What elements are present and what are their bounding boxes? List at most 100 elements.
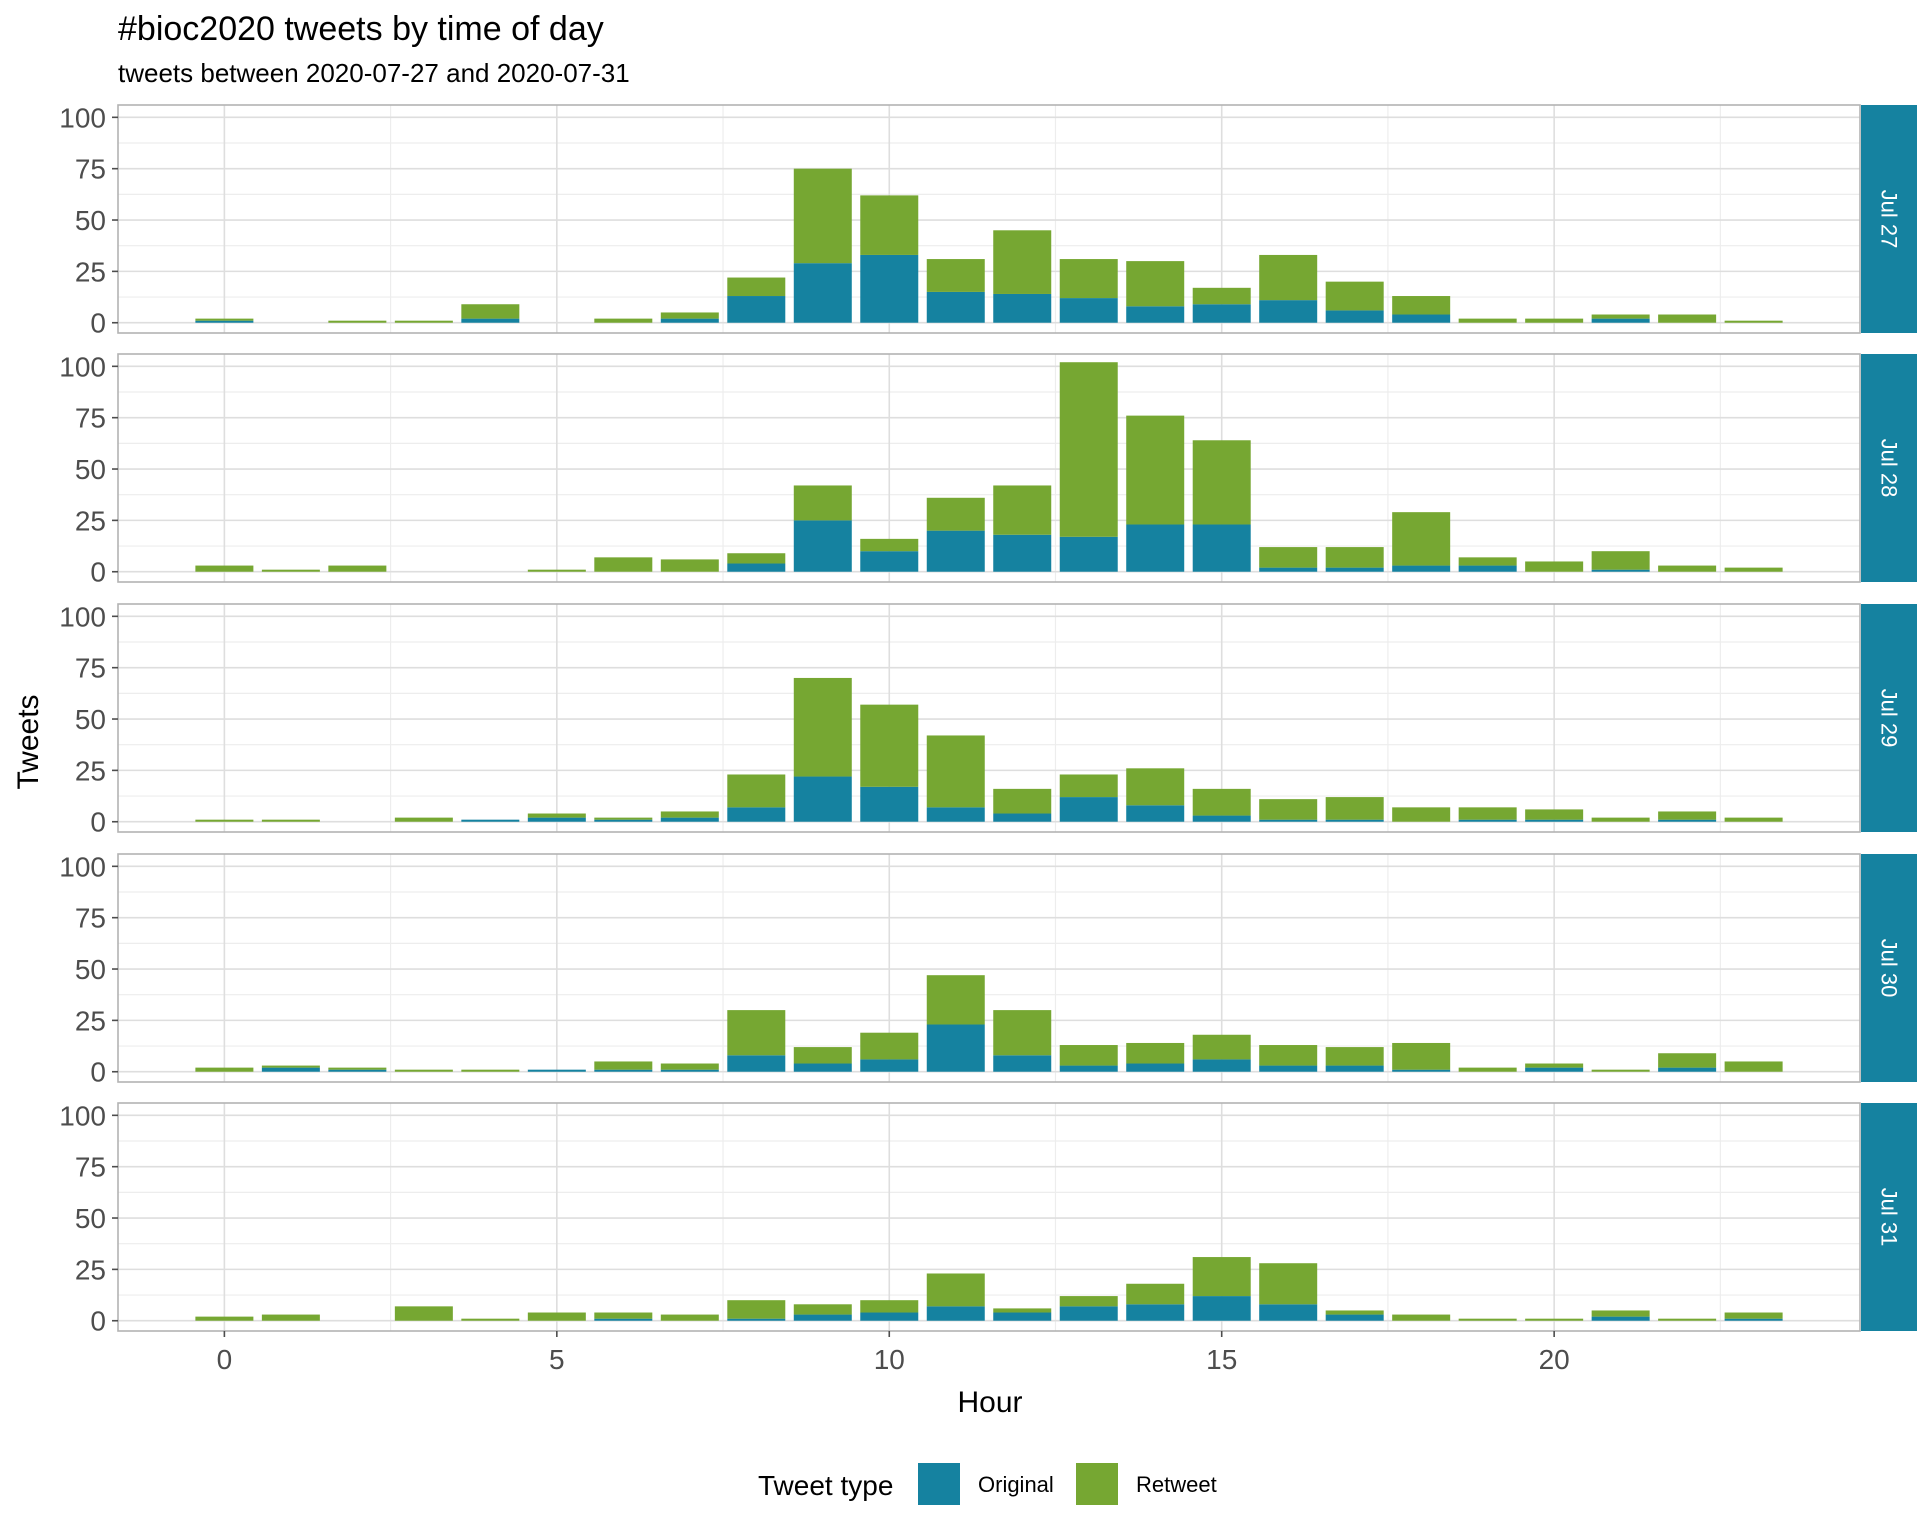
- bar-retweet: [1458, 1318, 1517, 1321]
- bar-retweet: [195, 565, 254, 572]
- panel-background: [118, 1103, 1860, 1331]
- bar-retweet: [1325, 547, 1384, 568]
- y-tick-label: 75: [75, 1152, 106, 1183]
- bar-retweet: [1458, 318, 1517, 323]
- legend-key: [918, 1463, 960, 1505]
- bar-retweet: [1192, 1034, 1251, 1060]
- bar-retweet: [993, 788, 1052, 814]
- bar-original: [1458, 819, 1517, 822]
- bar-original: [793, 776, 852, 822]
- chart-title: #bioc2020 tweets by time of day: [118, 10, 604, 48]
- bar-retweet: [1192, 788, 1251, 816]
- bar-retweet: [1059, 259, 1118, 299]
- bar-retweet: [727, 1300, 786, 1319]
- bar-retweet: [860, 1032, 919, 1060]
- x-tick-label: 20: [1539, 1344, 1570, 1375]
- bar-original: [1126, 805, 1185, 822]
- y-tick-label: 25: [75, 755, 106, 786]
- bar-original: [1325, 310, 1384, 323]
- y-tick-label: 25: [75, 1005, 106, 1036]
- y-tick-label: 75: [75, 903, 106, 934]
- bar-retweet: [394, 817, 453, 822]
- bar-original: [1059, 797, 1118, 822]
- bar-retweet: [660, 312, 719, 319]
- bar-retweet: [527, 813, 586, 818]
- bar-retweet: [1458, 557, 1517, 566]
- facet-panels: 0 25 50 75 100 Jul 27 0 25 50 75 100 Jul 28 0 25 50 75 1…: [59, 102, 1917, 1337]
- bar-retweet: [660, 1063, 719, 1070]
- y-tick-label: 0: [90, 1057, 106, 1088]
- bar-retweet: [1724, 1312, 1783, 1319]
- legend-items: Original Retweet: [918, 1463, 1217, 1505]
- y-tick-label: 0: [90, 308, 106, 339]
- bar-retweet: [1458, 807, 1517, 820]
- panel-background: [118, 354, 1860, 582]
- bar-original: [860, 1312, 919, 1321]
- bar-retweet: [727, 774, 786, 808]
- y-tick-label: 0: [90, 807, 106, 838]
- facet-panel: 0 25 50 75 100 Jul 31: [59, 1100, 1917, 1337]
- bar-retweet: [1591, 1310, 1650, 1317]
- bar-original: [195, 320, 254, 323]
- bar-retweet: [1259, 1045, 1318, 1066]
- facet-panel: 0 25 50 75 100 Jul 29: [59, 601, 1917, 838]
- y-tick-label: 100: [59, 102, 106, 133]
- bar-retweet: [793, 168, 852, 264]
- bar-retweet: [394, 320, 453, 323]
- bar-retweet: [594, 557, 653, 572]
- bar-retweet: [1059, 362, 1118, 537]
- bar-retweet: [793, 1047, 852, 1064]
- bar-retweet: [926, 497, 985, 531]
- bar-retweet: [926, 735, 985, 808]
- legend-key: [1076, 1463, 1118, 1505]
- bar-retweet: [1591, 314, 1650, 319]
- bar-original: [1259, 567, 1318, 572]
- bar-retweet: [1525, 1318, 1584, 1321]
- bar-retweet: [1059, 1296, 1118, 1307]
- y-tick-label: 25: [75, 256, 106, 287]
- bar-original: [660, 318, 719, 323]
- bar-retweet: [527, 569, 586, 572]
- bar-original: [527, 817, 586, 822]
- bar-original: [793, 263, 852, 323]
- bar-original: [926, 1024, 985, 1072]
- facet-strip-label: Jul 30: [1877, 939, 1902, 998]
- facet-strip: [1861, 604, 1917, 832]
- bar-original: [860, 551, 919, 572]
- panel-background: [118, 854, 1860, 1082]
- bar-original: [1126, 1063, 1185, 1072]
- bar-original: [594, 1069, 653, 1072]
- bar-retweet: [1525, 809, 1584, 820]
- bar-retweet: [926, 1273, 985, 1307]
- bar-original: [1259, 1065, 1318, 1072]
- bar-retweet: [793, 677, 852, 777]
- bar-original: [993, 534, 1052, 572]
- bar-retweet: [1259, 1263, 1318, 1305]
- bar-retweet: [926, 259, 985, 292]
- bar-retweet: [793, 485, 852, 521]
- bar-original: [727, 1055, 786, 1072]
- bar-retweet: [993, 230, 1052, 294]
- bar-retweet: [1591, 551, 1650, 570]
- y-tick-label: 75: [75, 154, 106, 185]
- x-axis-title: Hour: [957, 1386, 1022, 1419]
- x-tick-label: 0: [217, 1344, 233, 1375]
- bar-retweet: [1325, 797, 1384, 820]
- bar-retweet: [860, 195, 919, 255]
- bar-retweet: [1658, 1053, 1717, 1068]
- bar-retweet: [1591, 1069, 1650, 1072]
- bar-original: [1525, 1067, 1584, 1072]
- bar-original: [527, 1069, 586, 1072]
- bar-retweet: [1658, 565, 1717, 572]
- bar-original: [993, 1055, 1052, 1072]
- bar-retweet: [660, 559, 719, 572]
- bar-retweet: [1525, 1063, 1584, 1068]
- bar-retweet: [860, 538, 919, 552]
- bar-original: [1059, 298, 1118, 323]
- bar-original: [727, 1318, 786, 1321]
- bar-retweet: [993, 1308, 1052, 1313]
- bar-original: [1259, 1304, 1318, 1321]
- bar-original: [1126, 1304, 1185, 1321]
- facet-strip-label: Jul 29: [1877, 689, 1902, 748]
- bar-retweet: [1259, 799, 1318, 820]
